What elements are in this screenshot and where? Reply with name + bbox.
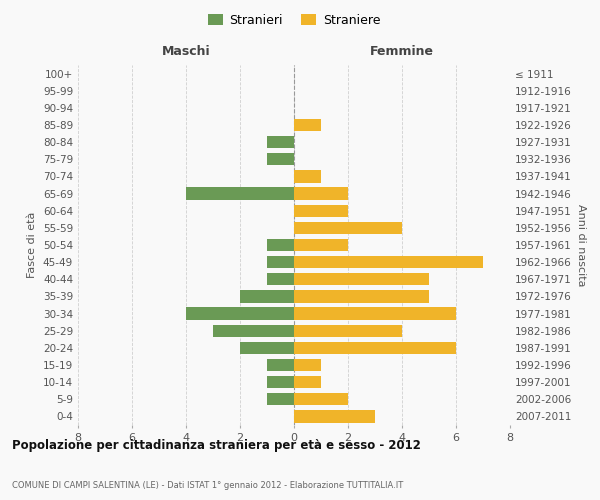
Bar: [267, 239, 294, 251]
Bar: [294, 290, 429, 302]
Bar: [267, 153, 294, 166]
Text: Maschi: Maschi: [161, 45, 211, 58]
Bar: [267, 393, 294, 406]
Bar: [294, 170, 321, 182]
Bar: [294, 410, 375, 422]
Bar: [294, 119, 321, 131]
Bar: [294, 273, 429, 285]
Bar: [186, 308, 294, 320]
Bar: [294, 188, 348, 200]
Bar: [294, 239, 348, 251]
Bar: [294, 222, 402, 234]
Bar: [240, 342, 294, 354]
Bar: [186, 188, 294, 200]
Bar: [267, 136, 294, 148]
Y-axis label: Fasce di età: Fasce di età: [28, 212, 37, 278]
Y-axis label: Anni di nascita: Anni di nascita: [575, 204, 586, 286]
Bar: [294, 324, 402, 337]
Bar: [294, 376, 321, 388]
Text: COMUNE DI CAMPI SALENTINA (LE) - Dati ISTAT 1° gennaio 2012 - Elaborazione TUTTI: COMUNE DI CAMPI SALENTINA (LE) - Dati IS…: [12, 481, 403, 490]
Bar: [267, 376, 294, 388]
Bar: [267, 359, 294, 371]
Bar: [240, 290, 294, 302]
Bar: [294, 359, 321, 371]
Bar: [294, 308, 456, 320]
Legend: Stranieri, Straniere: Stranieri, Straniere: [203, 8, 385, 32]
Bar: [294, 256, 483, 268]
Text: Popolazione per cittadinanza straniera per età e sesso - 2012: Popolazione per cittadinanza straniera p…: [12, 440, 421, 452]
Text: Femmine: Femmine: [370, 45, 434, 58]
Bar: [213, 324, 294, 337]
Bar: [267, 256, 294, 268]
Bar: [267, 273, 294, 285]
Bar: [294, 342, 456, 354]
Bar: [294, 204, 348, 217]
Bar: [294, 393, 348, 406]
